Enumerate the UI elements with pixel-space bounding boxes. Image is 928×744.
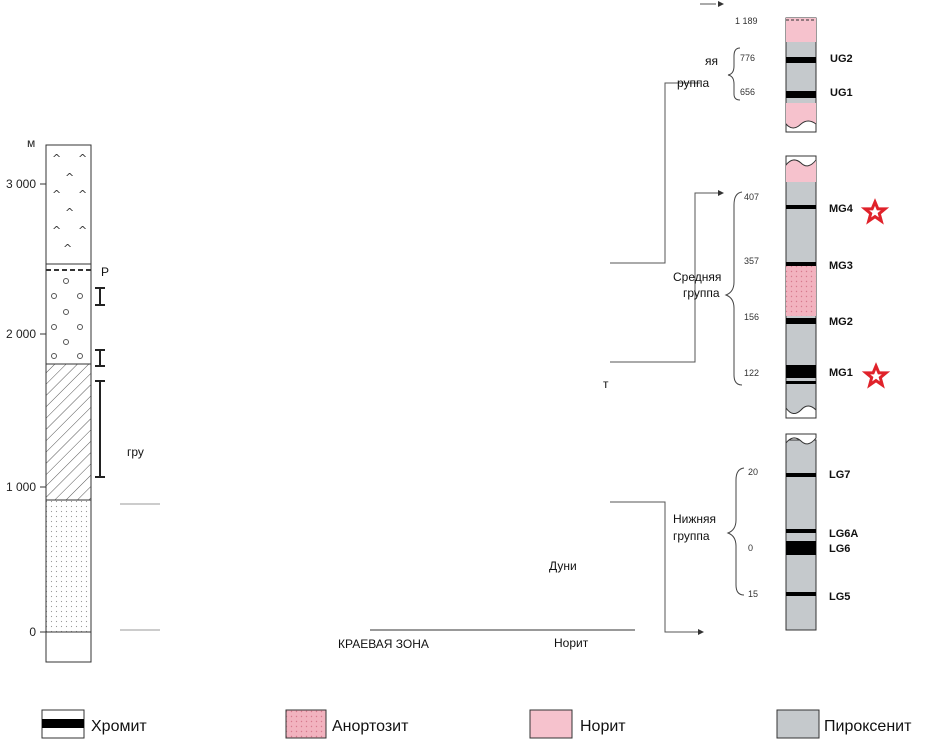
star-icon [860, 198, 890, 225]
seam-lg5 [786, 592, 816, 596]
svg-text:^: ^ [52, 224, 61, 237]
seam-mg2 [786, 318, 816, 324]
norite-label: Норит [554, 636, 589, 650]
seam-lg6 [786, 541, 816, 555]
legend-label: Анортозит [332, 718, 409, 735]
lg7-value: 20 [748, 467, 758, 477]
lg5-value: 15 [748, 589, 758, 599]
ug1-label: UG1 [830, 87, 853, 99]
circle-zone [51, 278, 83, 359]
lower-group-column [785, 433, 817, 631]
seam-lg6a [786, 529, 816, 533]
seam-mg1 [786, 365, 816, 378]
svg-text:^: ^ [52, 152, 61, 165]
lg7-label: LG7 [829, 469, 850, 481]
fragment-upper-group: яя [705, 54, 718, 68]
lower-group-label-2: группа [673, 529, 710, 543]
legend-label: Пироксенит [824, 718, 912, 735]
mg1-label: MG1 [829, 367, 853, 379]
seam-lg7 [786, 473, 816, 477]
caret-zone: ^ ^ ^ ^ ^ ^ ^ ^ ^ [52, 152, 87, 255]
seam-mg4 [786, 205, 816, 209]
unit-label: м [27, 136, 35, 150]
ug2-value: 776 [740, 53, 755, 63]
svg-text:^: ^ [78, 224, 87, 237]
tick-label: 3 000 [6, 177, 36, 191]
svg-text:^: ^ [65, 171, 74, 184]
mg4-value: 407 [744, 192, 759, 202]
tick-label: 0 [29, 625, 36, 639]
mg3-value: 357 [744, 256, 759, 266]
fragment-p: Р [101, 265, 109, 279]
seam-ug2 [786, 57, 816, 63]
tick-label: 2 000 [6, 327, 36, 341]
lg6a-label: LG6A [829, 528, 858, 540]
legend-label: Хромит [91, 718, 147, 735]
legend: Хромит Анортозит Норит Пироксенит [41, 709, 912, 739]
connector-arrows [698, 1, 724, 635]
reference-lines [120, 503, 635, 631]
middle-group-column [785, 155, 817, 419]
left-axis: 3 000 2 000 1 000 0 [6, 145, 47, 662]
range-brackets [95, 287, 105, 478]
fragment-upper-group2: руппа [677, 76, 710, 90]
star-icon [861, 362, 891, 389]
ug2-label: UG2 [830, 53, 853, 65]
legend-item-pyroxenite: Пироксенит [776, 709, 912, 739]
mg2-label: MG2 [829, 316, 853, 328]
middle-group-label-1: Средняя [673, 270, 721, 284]
legend-item-chromite: Хромит [41, 709, 147, 739]
svg-text:^: ^ [52, 188, 61, 201]
upper-group-column [785, 17, 817, 133]
dotted-zone [45, 499, 92, 633]
mg1-value: 122 [744, 368, 759, 378]
mg2-value: 156 [744, 312, 759, 322]
edge-zone-label: КРАЕВАЯ ЗОНА [338, 637, 429, 651]
ug1-value: 656 [740, 87, 755, 97]
mg4-label: MG4 [829, 203, 854, 215]
middle-brace [724, 191, 743, 386]
tick-label: 1 000 [6, 480, 36, 494]
svg-text:^: ^ [78, 152, 87, 165]
fragment-gru: гру [127, 445, 144, 459]
seam-ug1 [786, 91, 816, 98]
legend-label: Норит [580, 718, 626, 735]
legend-item-anorthosite: Анортозит [285, 709, 409, 739]
lower-group-label-1: Нижняя [673, 512, 716, 526]
lower-brace [726, 467, 745, 596]
connector-lines [610, 3, 718, 633]
upper-top-value: 1 189 [735, 16, 758, 26]
svg-text:^: ^ [78, 188, 87, 201]
legend-item-norite: Норит [529, 709, 626, 739]
seam-mg3 [786, 262, 816, 266]
svg-text:^: ^ [65, 206, 74, 219]
left-column: ^ ^ ^ ^ ^ ^ ^ ^ ^ [45, 144, 92, 663]
hatched-zone [45, 363, 92, 501]
middle-group-label-2: группа [683, 286, 720, 300]
lg5-label: LG5 [829, 591, 850, 603]
svg-text:^: ^ [63, 242, 72, 255]
fragment-dun: Дуни [549, 559, 577, 573]
mg3-label: MG3 [829, 260, 853, 272]
lg6-value: 0 [748, 543, 753, 553]
lg6-label: LG6 [829, 543, 850, 555]
upper-brace [727, 47, 741, 101]
fragment-t: т [603, 377, 609, 391]
